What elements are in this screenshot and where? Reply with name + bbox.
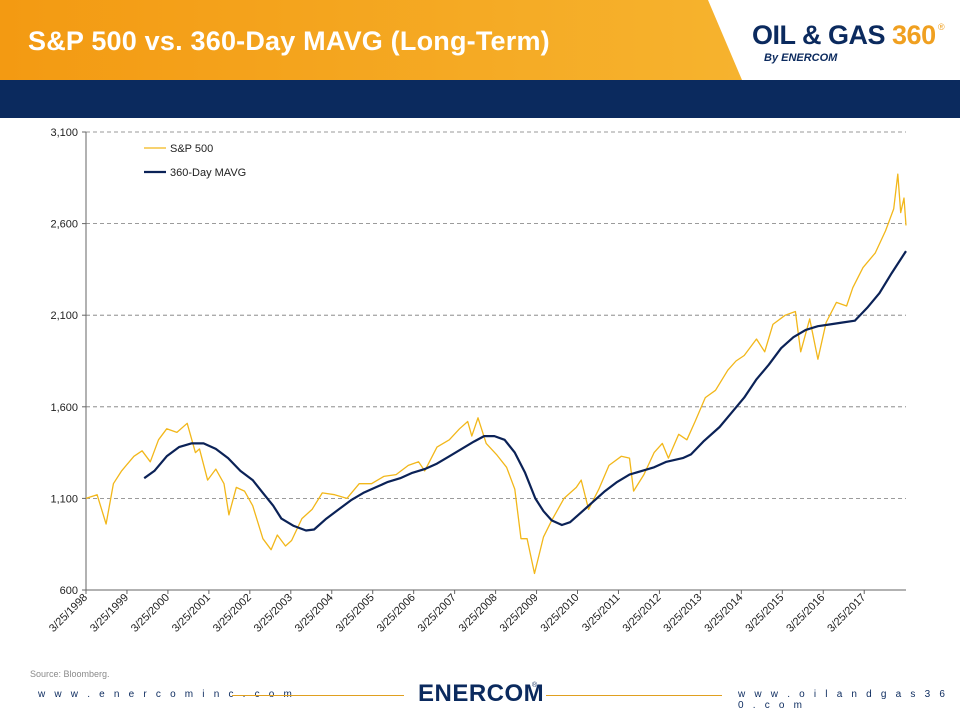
banner-navy-bar — [0, 80, 960, 118]
y-axis-labels: 3,100 2,600 2,100 1,600 1,100 600 — [50, 127, 78, 597]
oil-gas-360-logo: OIL & GAS 360 ® By ENERCOM — [748, 14, 948, 84]
legend-label: 360-Day MAVG — [170, 167, 246, 179]
x-tick-label: 3/25/1999 — [88, 592, 131, 635]
logo-text-num: 360 — [892, 20, 936, 50]
grid-lines — [82, 131, 906, 591]
x-tick-label: 3/25/2004 — [293, 592, 336, 635]
mavg-series-line — [143, 250, 907, 532]
x-tick-label: 3/25/2002 — [211, 592, 254, 635]
x-tick-label: 3/25/2003 — [252, 592, 295, 635]
enercominc-link[interactable]: w w w . e n e r c o m i n c . c o m — [38, 689, 296, 700]
x-tick-label: 3/25/2013 — [661, 592, 704, 635]
y-tick-label: 1,600 — [50, 402, 78, 414]
oilandgas360-link[interactable]: w w w . o i l a n d g a s 3 6 0 . c o m — [738, 689, 949, 711]
x-tick-label: 3/25/2012 — [620, 592, 663, 635]
x-tick-label: 3/25/2006 — [375, 592, 418, 635]
x-tick-label: 3/25/2005 — [334, 592, 377, 635]
y-tick-label: 3,100 — [50, 127, 78, 139]
x-tick-label: 3/25/2017 — [825, 592, 868, 635]
header-banner — [0, 0, 960, 118]
x-tick-label: 3/25/2000 — [129, 592, 172, 635]
x-axis-labels: 3/25/19983/25/19993/25/20003/25/20013/25… — [47, 590, 868, 635]
x-tick-label: 3/25/2015 — [743, 592, 786, 635]
footer-divider-right — [546, 695, 722, 696]
x-tick-label: 3/25/1998 — [47, 592, 90, 635]
x-tick-label: 3/25/2007 — [416, 592, 459, 635]
source-note: Source: Bloomberg. — [30, 669, 110, 679]
logo-text-left: OIL & GAS — [752, 20, 893, 50]
chart-legend: S&P 500 360-Day MAVG — [144, 143, 246, 179]
footer-divider-left — [232, 695, 404, 696]
x-tick-label: 3/25/2001 — [170, 592, 213, 635]
page-title: S&P 500 vs. 360-Day MAVG (Long-Term) — [28, 26, 550, 56]
logo-subtitle: By ENERCOM — [764, 52, 838, 64]
y-tick-label: 2,600 — [50, 219, 78, 231]
y-tick-label: 2,100 — [50, 310, 78, 322]
x-tick-label: 3/25/2010 — [539, 592, 582, 635]
y-tick-label: 600 — [60, 585, 78, 597]
x-tick-label: 3/25/2008 — [457, 592, 500, 635]
x-tick-label: 3/25/2016 — [784, 592, 827, 635]
banner-orange — [0, 0, 742, 80]
y-tick-label: 1,100 — [50, 493, 78, 505]
x-tick-label: 3/25/2009 — [498, 592, 541, 635]
enercom-logo: ENERCOM — [418, 680, 545, 707]
logo-registered-mark: ® — [938, 22, 945, 32]
enercom-registered-mark: ® — [532, 682, 538, 689]
series-group — [85, 173, 907, 575]
logo-wordmark: OIL & GAS 360 — [752, 20, 936, 51]
x-tick-label: 3/25/2014 — [702, 592, 745, 635]
sp500-series-line — [85, 173, 907, 575]
legend-label: S&P 500 — [170, 143, 213, 155]
x-tick-label: 3/25/2011 — [580, 592, 623, 635]
